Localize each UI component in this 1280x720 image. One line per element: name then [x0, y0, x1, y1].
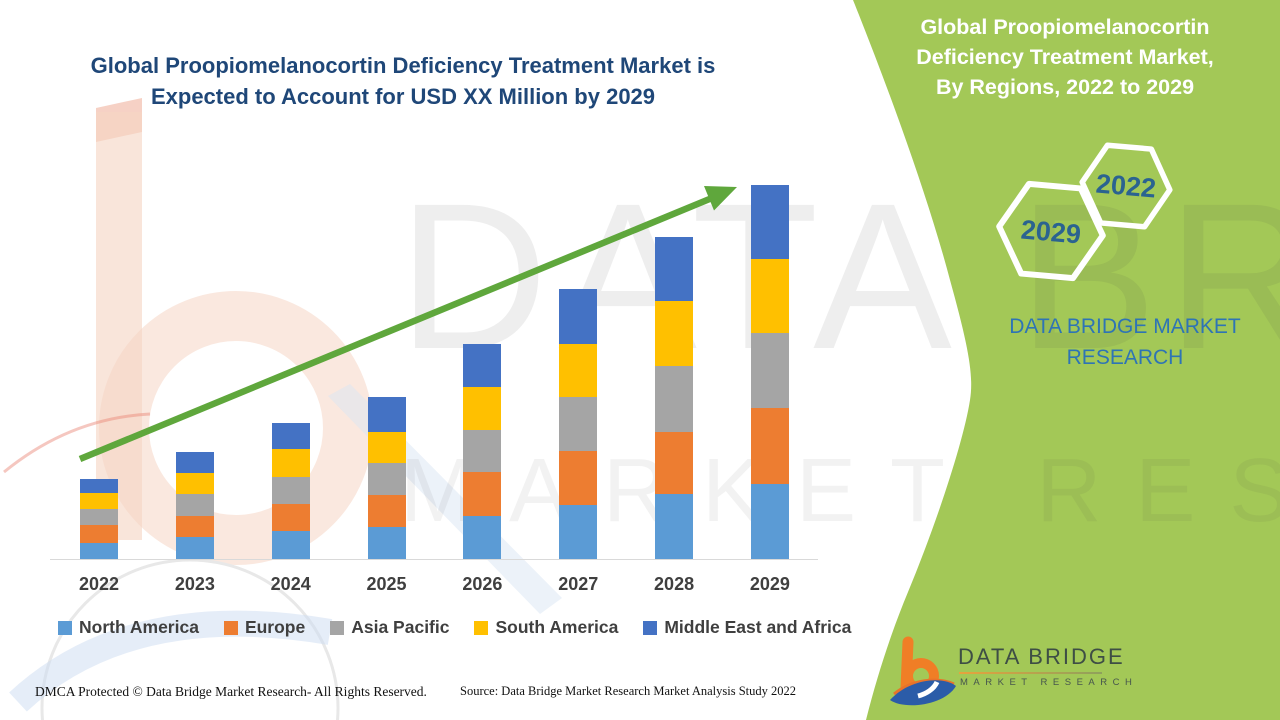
legend-swatch	[643, 620, 658, 635]
trend-arrow-line	[78, 194, 714, 463]
bar-2027	[559, 289, 598, 559]
bar-segment-2027-europe	[559, 451, 598, 505]
legend-label: Middle East and Africa	[664, 617, 852, 637]
bar-segment-2029-middle-east-and-africa	[750, 185, 789, 259]
bar-2025	[367, 397, 406, 559]
bar-segment-2026-middle-east-and-africa	[463, 344, 502, 387]
bar-segment-2025-north-america	[367, 527, 406, 559]
bar-segment-2027-south-america	[559, 344, 598, 397]
bar-segment-2022-asia-pacific	[80, 509, 118, 525]
bar-segment-2027-asia-pacific	[559, 397, 598, 451]
bar-segment-2022-middle-east-and-africa	[80, 479, 118, 493]
bar-segment-2023-middle-east-and-africa	[175, 452, 214, 473]
legend-label: Asia Pacific	[351, 617, 450, 637]
bar-segment-2028-asia-pacific	[655, 366, 694, 432]
bar-segment-2025-middle-east-and-africa	[367, 397, 406, 432]
legend-label: South America	[495, 617, 619, 637]
chart-title-line1: Global Proopiomelanocortin Deficiency Tr…	[90, 53, 716, 78]
bar-segment-2029-south-america	[750, 259, 789, 333]
bar-segment-2026-north-america	[463, 516, 502, 559]
watermark-gray-circle	[40, 558, 340, 720]
chart-title-line2: Expected to Account for USD XX Million b…	[150, 84, 656, 109]
x-axis-labels: 2022 2023 2024 2025 2026 2027 2028 2029	[78, 574, 790, 595]
bar-segment-2023-south-america	[175, 473, 214, 494]
legend-item-asia-pacific: Asia Pacific	[330, 617, 449, 638]
bar-2028	[655, 237, 694, 559]
bar-segment-2022-south-america	[80, 493, 118, 509]
x-label-2029: 2029	[749, 574, 790, 594]
bar-2029	[750, 185, 789, 559]
footer-dmca-text: DMCA Protected © Data Bridge Market Rese…	[35, 684, 427, 699]
legend-item-middle-east-and-africa: Middle East and Africa	[643, 617, 851, 638]
bar-segment-2028-north-america	[655, 494, 694, 559]
footer-source-text: Source: Data Bridge Market Research Mark…	[460, 684, 797, 698]
watermark-b-bowl	[99, 291, 373, 565]
legend-swatch	[58, 620, 72, 635]
bar-segment-2022-north-america	[80, 543, 118, 559]
bar-segment-2025-south-america	[367, 432, 406, 463]
watermark-red-arc	[3, 412, 151, 474]
bar-segment-2026-europe	[463, 472, 502, 516]
x-label-2026: 2026	[462, 574, 503, 594]
x-label-2028: 2028	[654, 574, 695, 594]
bar-2022	[80, 479, 118, 559]
bar-segment-2028-middle-east-and-africa	[655, 237, 694, 301]
bar-segment-2024-asia-pacific	[271, 477, 310, 504]
bar-segment-2024-europe	[271, 504, 310, 531]
trend-arrow-head	[704, 186, 737, 211]
chart-legend: North America Europe Asia Pacific South Ame…	[58, 617, 851, 638]
legend-label: Europe	[244, 617, 306, 637]
x-label-2024: 2024	[270, 574, 311, 594]
x-label-2025: 2025	[366, 574, 407, 594]
bars-container	[80, 184, 789, 559]
legend-item-south-america: South America	[474, 617, 618, 638]
legend-swatch	[474, 620, 489, 635]
x-label-2027: 2027	[558, 574, 599, 594]
legend-swatch	[330, 620, 345, 635]
bar-segment-2026-south-america	[463, 387, 502, 430]
bar-segment-2029-asia-pacific	[750, 333, 789, 408]
bar-segment-2028-south-america	[655, 301, 694, 366]
legend-label: North America	[79, 617, 199, 637]
x-axis-line	[50, 559, 818, 560]
bar-segment-2029-europe	[750, 408, 789, 484]
bar-segment-2022-europe	[80, 525, 118, 543]
watermark-blue-swoosh	[9, 610, 333, 712]
bar-segment-2024-south-america	[271, 449, 310, 477]
legend-item-north-america: North America	[58, 617, 199, 638]
bar-2026	[463, 344, 502, 559]
bar-2023	[175, 452, 214, 559]
bar-segment-2028-europe	[655, 432, 694, 494]
bar-segment-2023-europe	[175, 516, 214, 537]
bar-segment-2023-north-america	[175, 537, 214, 559]
green-panel-shape	[853, 0, 1280, 720]
legend-swatch	[223, 620, 238, 635]
bar-segment-2026-asia-pacific	[463, 430, 502, 472]
bar-2024	[271, 423, 310, 559]
bar-segment-2027-north-america	[559, 505, 598, 559]
x-label-2022: 2022	[78, 574, 120, 594]
bar-segment-2027-middle-east-and-africa	[559, 289, 598, 344]
bar-segment-2025-europe	[367, 495, 406, 527]
bar-segment-2024-middle-east-and-africa	[271, 423, 310, 449]
bar-segment-2023-asia-pacific	[175, 494, 214, 516]
bar-segment-2025-asia-pacific	[367, 463, 406, 495]
chart-title: Global Proopiomelanocortin Deficiency Tr…	[58, 50, 748, 112]
bar-segment-2024-north-america	[271, 531, 310, 559]
legend-item-europe: Europe	[223, 617, 306, 638]
bar-segment-2029-north-america	[750, 484, 789, 559]
x-label-2023: 2023	[174, 574, 215, 594]
